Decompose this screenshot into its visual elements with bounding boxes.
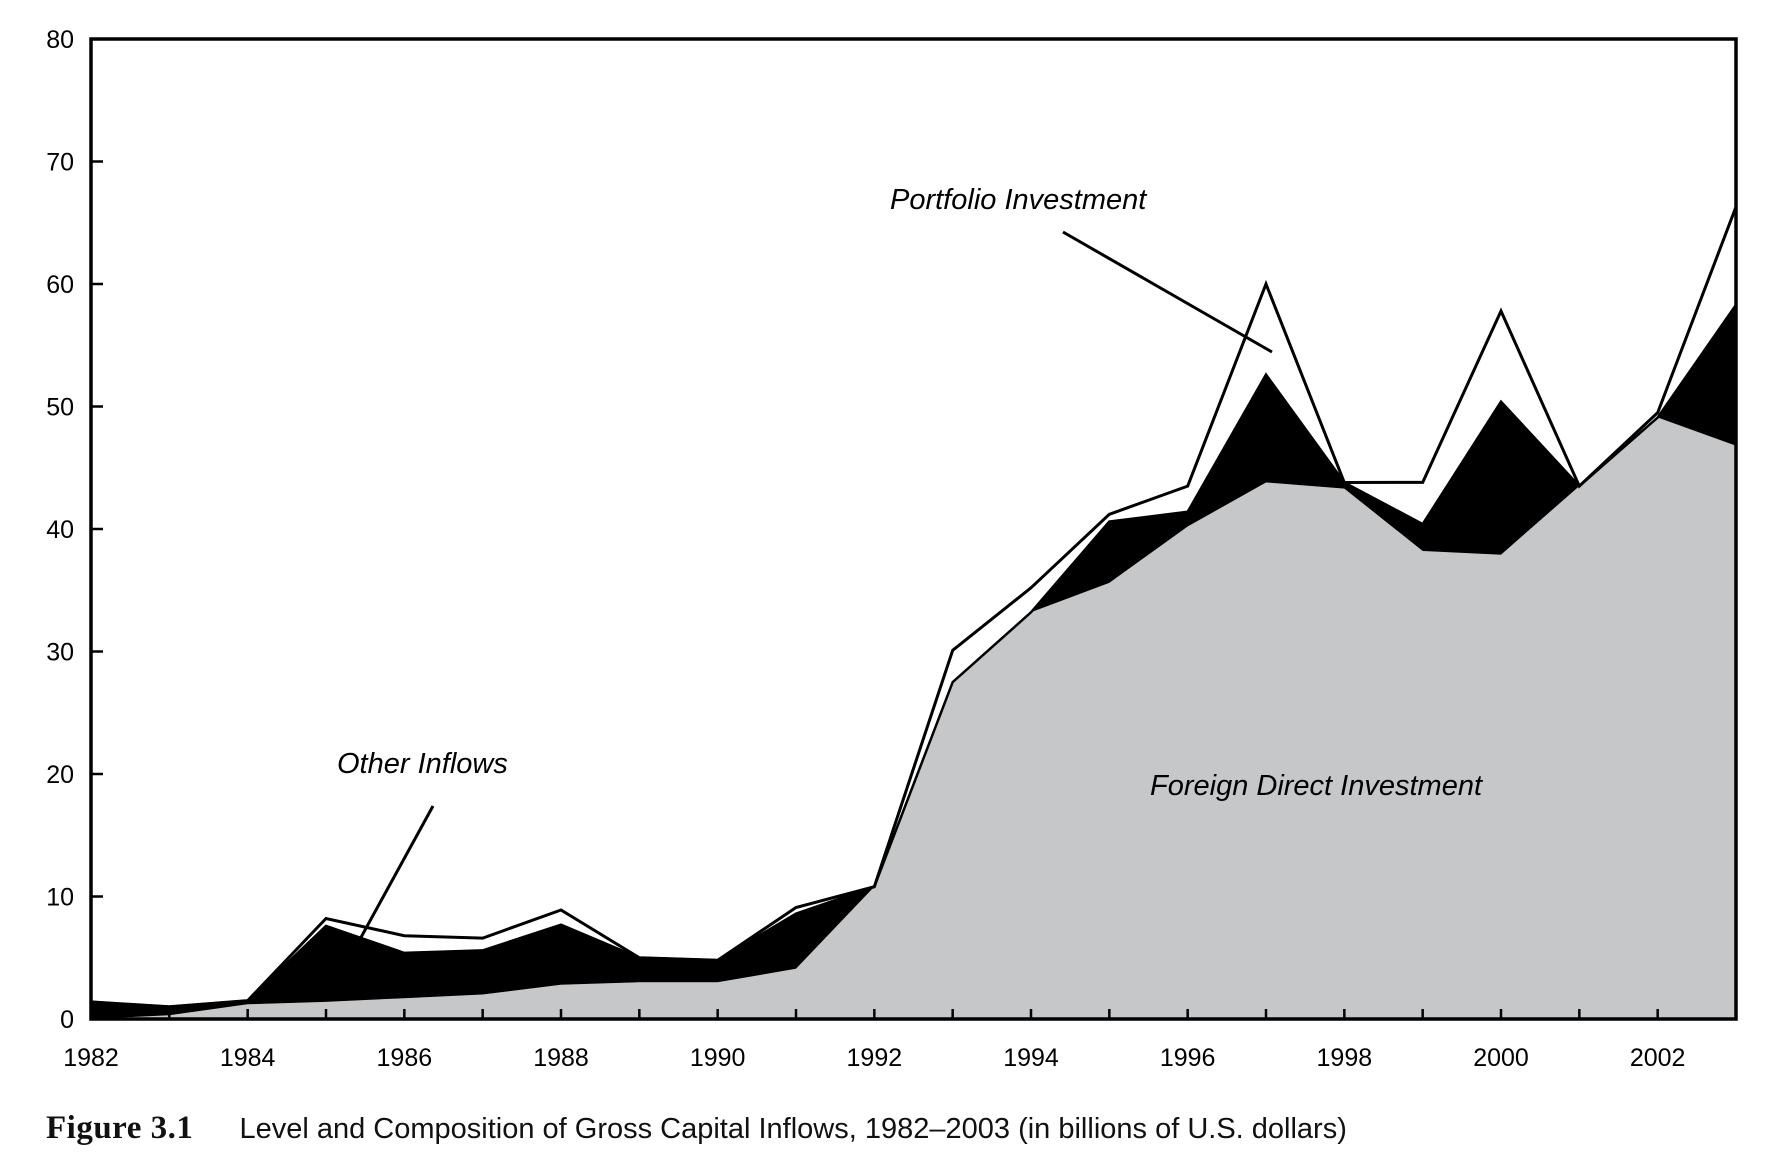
x-tick-label: 1982 xyxy=(63,1044,119,1072)
y-tick-labels: 0 10 20 30 40 50 60 70 80 xyxy=(46,26,74,1034)
x-tick-label: 2000 xyxy=(1473,1044,1529,1072)
x-tick-label: 1992 xyxy=(847,1044,903,1072)
x-tick-label: 1994 xyxy=(1003,1044,1059,1072)
y-tick-label: 20 xyxy=(46,761,74,789)
area-foreign-direct-investment xyxy=(91,417,1736,1019)
portfolio-investment-leader-line xyxy=(1062,230,1273,354)
x-tick-label: 1996 xyxy=(1160,1044,1216,1072)
x-tick-labels: 1982 1984 1986 1988 1990 1992 1994 1996 1998 2000… xyxy=(63,1044,1685,1072)
stacked-areas xyxy=(90,206,1738,1019)
annotation-portfolio-investment: Portfolio Investment xyxy=(890,184,1148,216)
x-tick-label: 1990 xyxy=(690,1044,746,1072)
x-tick-label: 1986 xyxy=(377,1044,433,1072)
x-tick-label: 1984 xyxy=(220,1044,276,1072)
annotation-other-inflows: Other Inflows xyxy=(337,748,508,780)
y-tick-label: 60 xyxy=(46,271,74,299)
y-tick-label: 40 xyxy=(46,516,74,544)
x-tick-label: 1988 xyxy=(533,1044,589,1072)
y-tick-label: 30 xyxy=(46,639,74,667)
figure-caption: Figure 3.1 Level and Composition of Gros… xyxy=(46,1110,1347,1147)
x-tick-label: 2002 xyxy=(1630,1044,1686,1072)
plot-frame xyxy=(89,37,1738,1021)
y-tick-label: 70 xyxy=(46,149,74,177)
y-tick-label: 0 xyxy=(60,1006,74,1034)
other-inflows-top-line xyxy=(90,304,1738,1009)
y-tick-label: 10 xyxy=(46,884,74,912)
y-tick-label: 80 xyxy=(46,26,74,54)
annotation-foreign-direct-investment: Foreign Direct Investment xyxy=(1150,770,1484,802)
figure-label: Figure 3.1 xyxy=(46,1110,194,1146)
x-tick-label: 1998 xyxy=(1317,1044,1373,1072)
other-inflows-leader-line xyxy=(357,805,435,942)
area-other-inflows xyxy=(91,304,1736,1019)
y-tick-label: 50 xyxy=(46,394,74,422)
caption-text: Level and Composition of Gross Capital I… xyxy=(239,1113,1347,1145)
